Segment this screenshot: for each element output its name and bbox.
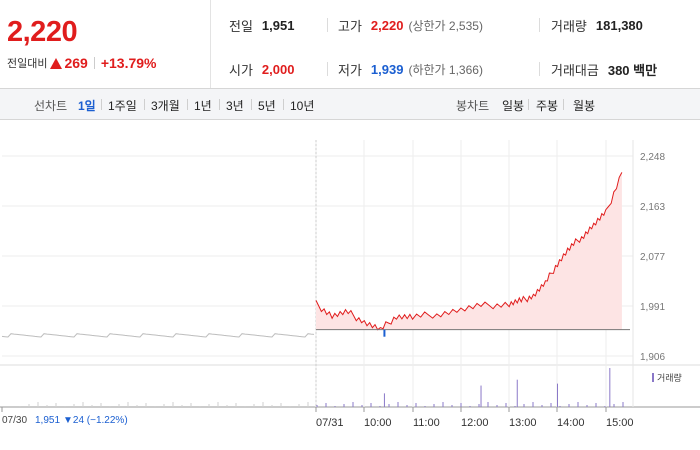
candle-chart-label: 봉차트	[456, 99, 490, 113]
change-amount: 269	[64, 55, 88, 71]
price-box: 2,220 전일대비 269 +13.79%	[0, 0, 211, 88]
divider	[283, 99, 284, 110]
prev-close: 전일 1,951	[229, 16, 294, 35]
up-triangle-icon	[50, 57, 63, 69]
footer-date: 07/30	[2, 415, 28, 426]
chart-grid	[0, 140, 700, 412]
change-label: 전일대비	[7, 58, 48, 70]
tab-monthly-candle[interactable]: 월봉	[573, 99, 596, 113]
high-label: 고가	[338, 19, 362, 34]
y-tick-label: 2,077	[640, 252, 665, 263]
prev-close-label: 전일	[229, 19, 253, 34]
change-rate: +13.79%	[100, 55, 157, 71]
volume-value: 181,380	[595, 18, 643, 33]
upper-limit: (상한가 2,535)	[408, 19, 483, 33]
divider	[327, 62, 328, 76]
footer-prev-change: ▼24 (−1.22%)	[63, 415, 128, 426]
tab-10y[interactable]: 10년	[290, 99, 315, 113]
open-price: 시가 2,000	[229, 60, 294, 79]
y-tick-label: 1,906	[640, 352, 665, 363]
footer-prev-value: 1,951	[35, 415, 61, 426]
volume-bars	[19, 368, 624, 407]
prev-day-line	[1, 333, 315, 338]
x-axis-labels: 07/31 10:00 11:00 12:00 13:00 14:00 15:00	[316, 417, 634, 429]
x-tick-label: 10:00	[364, 417, 392, 429]
tab-daily-candle[interactable]: 일봉	[502, 99, 525, 113]
prev-close-value: 1,951	[261, 18, 295, 33]
tab-1d[interactable]: 1일	[78, 99, 96, 113]
today-series	[315, 172, 630, 337]
today-area	[316, 172, 622, 330]
tab-3y[interactable]: 3년	[226, 99, 244, 113]
divider	[101, 99, 102, 110]
low-label: 저가	[338, 63, 362, 78]
x-tick-label: 07/31	[316, 417, 344, 429]
price-chart[interactable]: 2,248 2,163 2,077 1,991 1,906 07/31 10:00 11:0…	[0, 120, 700, 450]
x-tick-label: 12:00	[461, 417, 489, 429]
y-tick-label: 2,248	[640, 152, 665, 163]
amount-value: 380 백만	[607, 63, 658, 78]
open-value: 2,000	[261, 62, 295, 77]
open-label: 시가	[229, 63, 253, 78]
trade-amount: 거래대금 380 백만	[551, 60, 657, 79]
divider	[563, 99, 564, 110]
chart-period-tabs: 선차트 1일 1주일 3개월 1년 3년 5년 10년 봉차트 일봉 주봉 월봉	[0, 89, 700, 120]
legend-swatch	[652, 373, 654, 382]
y-tick-label: 1,991	[640, 302, 665, 313]
tab-5y[interactable]: 5년	[258, 99, 276, 113]
low-price: 저가 1,939 (하한가 1,366)	[338, 60, 483, 79]
divider	[327, 18, 328, 32]
tab-1y[interactable]: 1년	[194, 99, 212, 113]
volume: 거래량 181,380	[551, 16, 643, 35]
amount-label: 거래대금	[551, 63, 599, 78]
divider	[539, 18, 540, 32]
y-tick-label: 2,163	[640, 202, 665, 213]
high-value: 2,220	[370, 18, 404, 33]
line-chart-label: 선차트	[34, 99, 68, 113]
today-line	[315, 172, 623, 331]
y-axis-labels: 2,248 2,163 2,077 1,991 1,906	[640, 152, 665, 363]
divider	[93, 57, 95, 69]
legend-label: 거래량	[657, 372, 682, 383]
divider	[251, 99, 252, 110]
x-tick-label: 15:00	[606, 417, 634, 429]
prev-day-path	[1, 333, 315, 338]
divider	[144, 99, 145, 110]
x-tick-label: 13:00	[509, 417, 537, 429]
x-tick-label: 11:00	[413, 417, 440, 429]
change-row: 전일대비 269 +13.79%	[7, 55, 157, 71]
low-value: 1,939	[370, 62, 404, 77]
x-tick-label: 14:00	[557, 417, 585, 429]
divider	[219, 99, 220, 110]
lower-limit: (하한가 1,366)	[408, 63, 483, 77]
tab-1w[interactable]: 1주일	[108, 99, 137, 113]
quote-summary: 2,220 전일대비 269 +13.79% 전일 1,951 시가 2,000…	[0, 0, 700, 89]
tab-weekly-candle[interactable]: 주봉	[536, 99, 559, 113]
high-price: 고가 2,220 (상한가 2,535)	[338, 16, 483, 35]
divider	[187, 99, 188, 110]
divider	[539, 62, 540, 76]
tab-3m[interactable]: 3개월	[151, 99, 180, 113]
volume-label: 거래량	[551, 19, 587, 34]
divider	[528, 99, 529, 110]
current-price: 2,220	[7, 16, 78, 48]
